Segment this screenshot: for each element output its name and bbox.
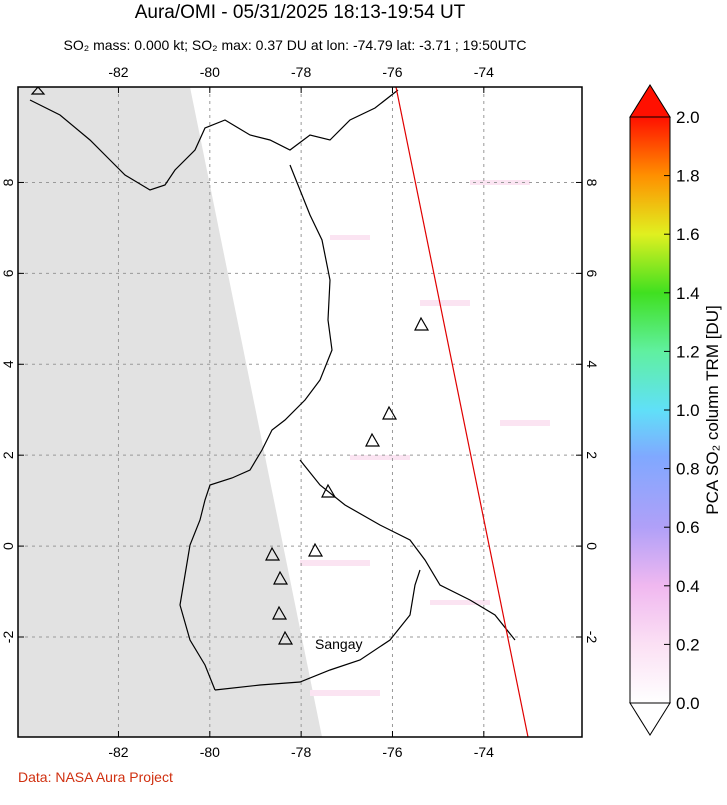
- y-tick-label: 0: [0, 542, 16, 550]
- no-data-swath: [18, 87, 322, 737]
- y-tick-label: 6: [0, 269, 16, 277]
- x-tick-label: -82: [108, 64, 128, 80]
- y-tick-label: 6: [584, 269, 600, 277]
- x-tick-label: -74: [474, 64, 494, 80]
- grid: [18, 87, 582, 737]
- colorbar-label: PCA SO₂ column TRM [DU]: [703, 305, 722, 514]
- colorbar-tick-label: 1.6: [676, 225, 700, 244]
- x-tick-label: -78: [291, 744, 311, 760]
- x-tick-label: -74: [474, 744, 494, 760]
- y-tick-label: 2: [0, 451, 16, 459]
- volcano-label: Sangay: [315, 636, 362, 652]
- colorbar-min-arrow: [629, 702, 671, 736]
- x-tick-label: -76: [382, 64, 402, 80]
- x-tick-label: -80: [200, 744, 220, 760]
- coastline: [29, 89, 399, 691]
- y-tick-label: -2: [0, 631, 16, 644]
- colorbar-tick-label: 0.6: [676, 518, 700, 537]
- map-frame: [17, 86, 583, 738]
- x-tick-label: -82: [108, 744, 128, 760]
- y-tick-label: 2: [584, 451, 600, 459]
- y-tick-label: 8: [0, 178, 16, 186]
- colorbar-tick-label: 0.8: [676, 460, 700, 479]
- colorbar-ticks: 0.0 0.2 0.4 0.6 0.8 1.0 1.2 1.4 1.6 1.8 2.0: [664, 108, 700, 713]
- colorbar-tick-label: 0.2: [676, 635, 700, 654]
- colorbar-tick-label: 1.2: [676, 342, 700, 361]
- colorbar-tick-label: 1.0: [676, 401, 700, 420]
- volcanoes: [30, 87, 430, 645]
- title: Aura/OMI - 05/31/2025 18:13-19:54 UT: [135, 2, 466, 23]
- subtitle: SO₂ mass: 0.000 kt; SO₂ max: 0.37 DU at …: [64, 37, 527, 53]
- y-tick-label: -2: [584, 631, 600, 644]
- credit: Data: NASA Aura Project: [18, 769, 173, 785]
- orbit-track: [395, 87, 529, 737]
- x-tick-label: -76: [382, 744, 402, 760]
- y-tick-label: 8: [584, 179, 600, 187]
- y-tick-label: 4: [584, 360, 600, 368]
- y-tick-label: 0: [584, 542, 600, 550]
- colorbar-tick-label: 2.0: [676, 108, 700, 127]
- x-tick-label: -78: [291, 64, 311, 80]
- colorbar-tick-label: 0.4: [676, 577, 700, 596]
- so2-pixels: [300, 180, 550, 696]
- y-tick-label: 4: [0, 360, 16, 368]
- colorbar-tick-label: 1.4: [676, 284, 700, 303]
- border: [214, 459, 516, 691]
- x-tick-label: -80: [200, 64, 220, 80]
- colorbar-tick-label: 0.0: [676, 694, 700, 713]
- axis-ticks: -82 -82 -80 -80 -78 -78 -76 -76 -74 -74 -2 -2 0 0 2 2 4 4…: [0, 64, 600, 760]
- map: Sangay: [18, 87, 582, 737]
- colorbar-max-arrow: [629, 84, 671, 118]
- colorbar: [629, 116, 671, 704]
- colorbar-tick-label: 1.8: [676, 167, 700, 186]
